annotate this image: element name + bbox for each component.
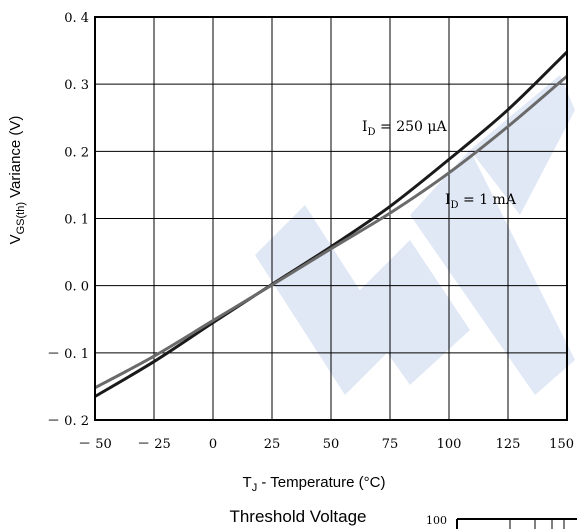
y-tick-label: 0. 2: [64, 145, 89, 160]
next-chart-frame-fragment: [456, 518, 577, 529]
watermark-logo: [255, 75, 575, 395]
y-axis-label: VGS(th) Variance (V): [7, 116, 27, 245]
grid-lines: [94, 16, 568, 421]
series-lines: [94, 50, 569, 398]
next-chart-tick-label: 100: [426, 514, 447, 527]
annotation-2-rest: = 1 mA: [459, 192, 517, 208]
y-axis-label-rest: Variance (V): [7, 116, 24, 202]
y-axis-label-sub: GS(th): [15, 202, 27, 234]
x-tick-labels: － 50 － 25 0 25 50 75 100 125 150: [78, 437, 574, 452]
series-line-id-250ua: [94, 50, 569, 398]
annotation-2-main: I: [445, 192, 451, 208]
watermark-shard-4: [350, 240, 470, 385]
watermark-shard-1: [410, 150, 575, 395]
x-tick-label: 25: [264, 437, 281, 452]
x-axis-label: TJ - Temperature (°C): [243, 474, 386, 494]
x-axis-label-sub: J: [252, 482, 258, 494]
y-tick-label: － 0. 1: [47, 347, 89, 362]
y-tick-label: 0. 3: [64, 78, 89, 93]
annotation-1-rest: = 250 μA: [376, 119, 448, 135]
x-tick-label: － 50: [78, 437, 112, 452]
watermark-shard-3: [470, 75, 575, 215]
x-tick-label: 0: [209, 437, 217, 452]
x-tick-label: 150: [549, 437, 574, 452]
x-axis-label-rest: - Temperature (°C): [257, 474, 385, 491]
y-axis-label-main: V: [7, 234, 24, 244]
annotation-1-sub: D: [368, 127, 376, 138]
y-tick-label: 0. 0: [64, 280, 89, 295]
annotation-id-1ma: ID = 1 mA: [445, 192, 517, 211]
annotation-1-main: I: [362, 119, 368, 135]
y-tick-labels: 0. 4 0. 3 0. 2 0. 1 0. 0 － 0. 1 － 0. 2: [47, 11, 89, 429]
x-tick-label: 125: [496, 437, 521, 452]
chart-caption: Threshold Voltage: [229, 507, 366, 526]
x-tick-label: 75: [382, 437, 399, 452]
annotation-id-250ua: ID = 250 μA: [362, 119, 447, 138]
x-tick-label: 50: [323, 437, 340, 452]
watermark-shard-2: [255, 205, 395, 395]
x-axis-label-main: T: [243, 474, 252, 491]
x-tick-label: － 25: [137, 437, 171, 452]
series-line-id-1ma: [94, 74, 568, 390]
plot-frame: [94, 16, 568, 421]
x-tick-label: 100: [437, 437, 462, 452]
annotation-2-sub: D: [451, 200, 459, 211]
y-tick-label: 0. 4: [64, 11, 89, 26]
y-tick-label: － 0. 2: [47, 414, 89, 429]
y-tick-label: 0. 1: [64, 213, 89, 228]
